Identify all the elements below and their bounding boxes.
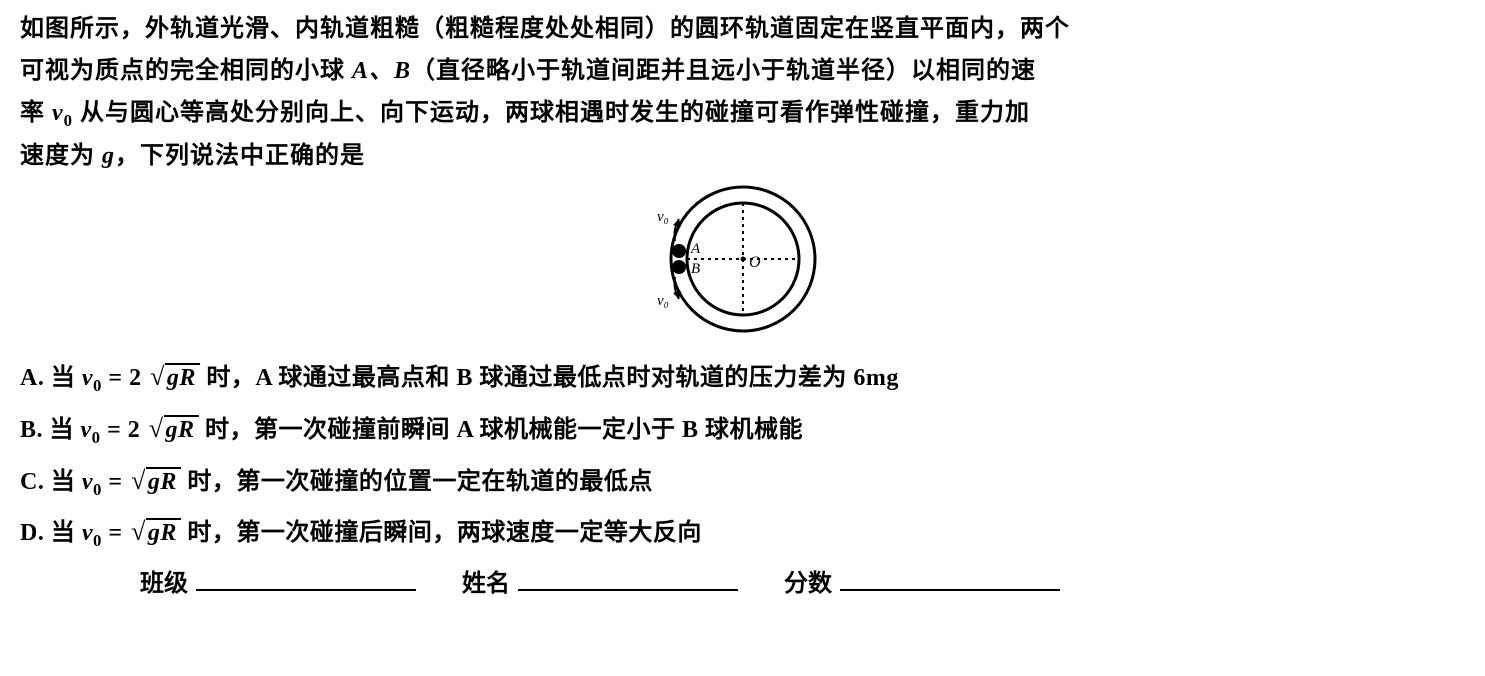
class-label: 班级 bbox=[140, 571, 188, 597]
figure-circular-track: O A B v₀ v₀ bbox=[20, 181, 1465, 342]
name-blank[interactable] bbox=[518, 589, 738, 591]
option-A: A. 当 v0 = 2 gR 时，A 球通过最高点和 B 球通过最低点时对轨道的… bbox=[20, 352, 1465, 402]
options-block: A. 当 v0 = 2 gR 时，A 球通过最高点和 B 球通过最低点时对轨道的… bbox=[20, 352, 1465, 557]
class-blank[interactable] bbox=[196, 589, 416, 591]
label-v0-top: v₀ bbox=[657, 209, 669, 225]
q-line1: 如图所示，外轨道光滑、内轨道粗糙（粗糙程度处处相同）的圆环轨道固定在竖直平面内，… bbox=[20, 16, 1070, 42]
score-label: 分数 bbox=[784, 571, 832, 597]
label-A: A bbox=[690, 241, 701, 257]
ball-A bbox=[672, 244, 686, 258]
label-v0-bot: v₀ bbox=[657, 293, 669, 309]
option-C: C. 当 v0 = gR 时，第一次碰撞的位置一定在轨道的最低点 bbox=[20, 456, 1465, 506]
option-D: D. 当 v0 = gR 时，第一次碰撞后瞬间，两球速度一定等大反向 bbox=[20, 507, 1465, 557]
label-B: B bbox=[691, 261, 700, 277]
ball-B bbox=[672, 260, 686, 274]
question-stem: 如图所示，外轨道光滑、内轨道粗糙（粗糙程度处处相同）的圆环轨道固定在竖直平面内，… bbox=[20, 8, 1465, 177]
footer-fields: 班级 姓名 分数 bbox=[20, 563, 1465, 598]
option-B: B. 当 v0 = 2 gR 时，第一次碰撞前瞬间 A 球机械能一定小于 B 球… bbox=[20, 404, 1465, 454]
name-label: 姓名 bbox=[462, 571, 510, 597]
score-blank[interactable] bbox=[840, 589, 1060, 591]
label-O: O bbox=[749, 254, 761, 271]
